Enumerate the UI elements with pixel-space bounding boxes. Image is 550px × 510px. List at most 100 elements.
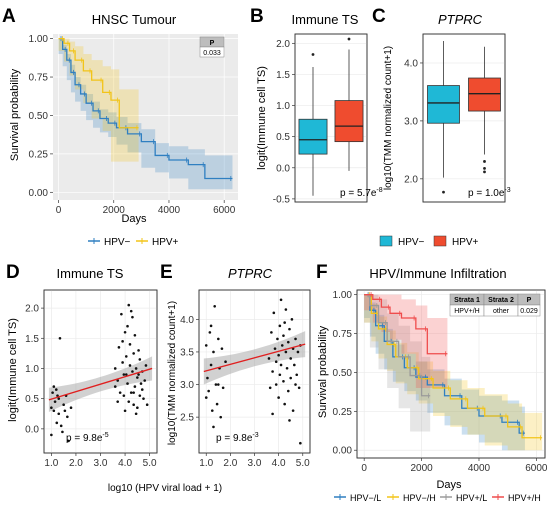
tick-label-x: 3.0 [94,458,108,469]
scatter-point [121,361,124,364]
scatter-point [208,331,212,334]
outlier-point [347,37,351,41]
scatter-point [132,352,135,355]
scatter-point [120,312,123,316]
scatter-point [127,400,131,403]
scatter-point [138,394,142,397]
scatter-point [279,298,283,302]
panel-d-title: Immune TS [57,266,124,281]
tick-label-y: 0.25 [29,149,49,160]
scatter-point [118,391,122,394]
panel-a-pvalue-box: P 0.033 [199,36,225,58]
scatter-point [286,340,290,344]
scatter-point [217,337,220,341]
panel-b: B Immune TS logit(Immune cell TS) -0.5 0.… [250,6,383,205]
scatter-point [268,386,272,390]
scatter-point [126,324,129,328]
table-cell-strata2: other [493,308,510,315]
scatter-point [129,391,133,394]
scatter-point [138,358,142,361]
panel-letter-e: E [160,262,173,283]
legend-f-hpv-neg-l: HPV−/L [350,493,381,503]
tick-label-y: 1.00 [29,34,49,45]
scatter-point [131,315,134,319]
scatter-point [124,373,128,376]
tick-label-y: 0.75 [333,329,353,340]
scatter-point [277,396,280,399]
tick-label-y: 0.5 [276,132,290,143]
scatter-point [212,350,215,354]
tick-label-x: 2.0 [223,458,237,469]
scatter-point [137,349,140,352]
scatter-point [293,363,296,367]
fit-line [203,343,306,373]
tick-label-x: 5.0 [143,458,157,469]
scatter-point [113,367,117,370]
tick-label-y: 3.5 [180,347,194,358]
ci-band [364,294,448,388]
tick-label-y: 3.0 [180,380,194,391]
tick-label-y: 1.00 [333,290,353,301]
plot-area [356,289,546,459]
ci-band [364,294,543,451]
scatter-point [274,360,278,364]
tick-label-x: 5.0 [296,458,310,469]
ci-band [58,38,233,190]
scatter-point [271,370,274,373]
scatter-point [283,402,286,406]
scatter-point [54,388,58,391]
panel-a-ylabel: Survival probability [9,68,21,161]
tick-label-y: 1.0 [25,364,39,375]
tick-label-y: 0.0 [25,424,39,435]
panel-c-ylabel: log10(TMM normalized count+1) [383,46,394,190]
scatter-point [206,376,209,380]
panel-letter-c: C [372,6,386,27]
scatter-point [271,412,274,416]
scatter-point [52,385,56,388]
scatter-point [213,305,216,308]
scatter-point [50,433,53,437]
tick-label-x: 6000 [213,205,236,216]
panel-e: E PTPRC log10(TMM normalized count+1) 2.… [160,262,311,469]
scatter-point [126,382,129,385]
scatter-point [207,389,210,393]
panel-e-title: PTPRC [228,266,273,281]
scatter-point [219,415,223,419]
scatter-point [52,409,56,413]
scatter-point [284,350,288,354]
outlier-point [483,160,486,163]
scatter-point [59,424,63,428]
scatter-point [288,327,291,331]
scatter-point [122,394,126,397]
panel-d-pvalue: p = 9.8e-5 [66,432,109,444]
tick-label-y: 3.0 [404,116,418,127]
panel-letter-d: D [6,262,20,283]
outlier-point [442,190,445,194]
panel-f-xlabel: Days [436,479,462,491]
scatter-point [283,321,286,324]
scatter-point [136,376,139,379]
scatter-point [280,344,284,347]
scatter-point [217,383,220,386]
panel-b-ylabel: logit(Immune cell TS) [256,66,268,170]
scatter-point [270,331,273,334]
scatter-point [278,373,282,377]
scatter-point [62,403,65,407]
box [427,85,460,124]
tick-label-y: 0.0 [276,163,290,174]
fit-line [48,367,153,401]
panel-e-plot: 2.5 3.0 3.5 4.0 1.0 2.0 3.0 4.0 5.0 [180,289,311,469]
scatter-point [137,373,140,376]
survival-curve [58,37,139,129]
panel-c: C PTPRC log10(TMM normalized count+1) 2.… [372,6,511,203]
tick-label-x: 4.0 [118,458,132,469]
scatter-point [215,402,219,406]
panel-de-xlabel: log10 (HPV viral load + 1) [108,483,222,494]
panel-a: A HNSC Tumour Survival probability Days … [2,6,238,248]
panel-a-plot: 0.00 0.25 0.50 0.75 1.00 0 2000 4000 6000 [29,34,238,216]
panel-f-plot: 0.00 0.25 0.50 0.75 1.00 0 2000 4000 6000 [333,289,548,474]
plot-border [294,33,368,203]
outlier-point [483,170,486,174]
scatter-point [129,309,133,313]
scatter-point [212,425,215,429]
